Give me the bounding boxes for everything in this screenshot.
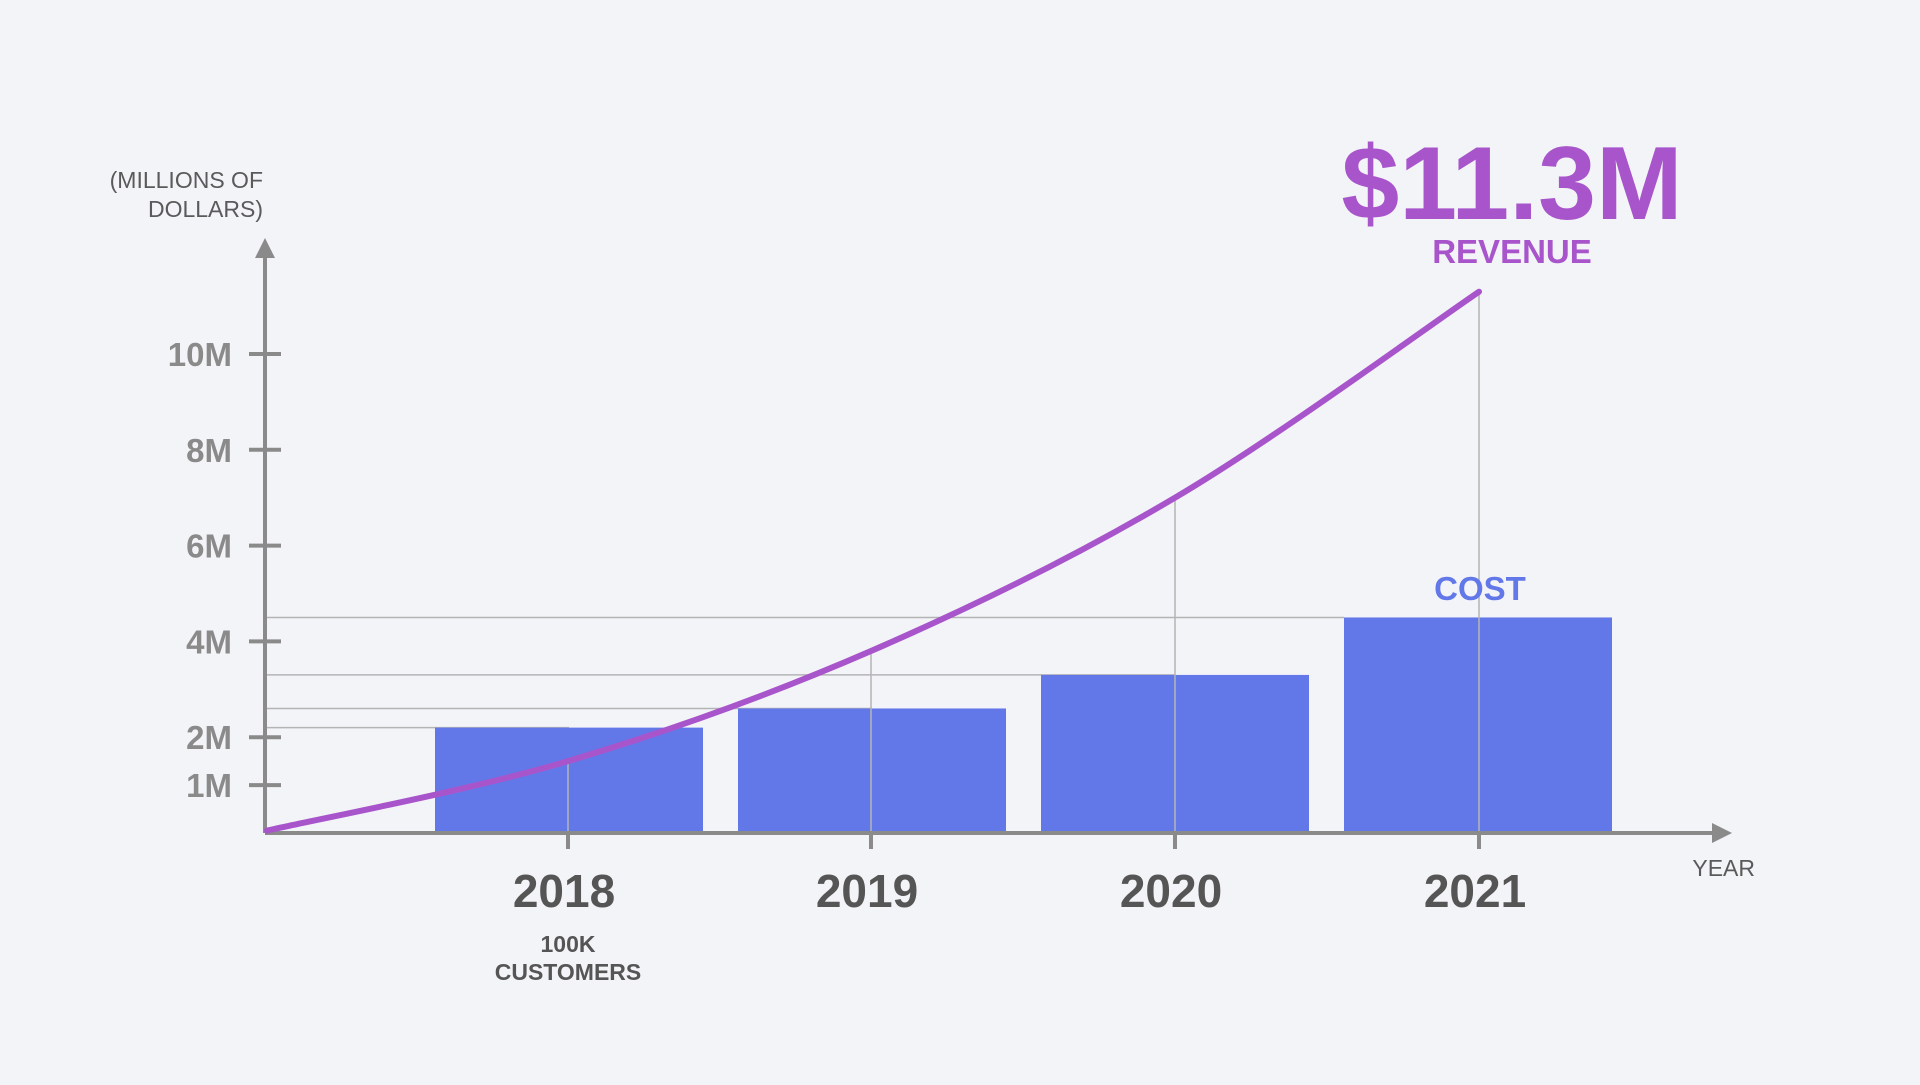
revenue-curve-group xyxy=(264,288,1482,834)
y-tick-label-4M: 4M xyxy=(186,623,232,660)
x-tick-label-2020: 2020 xyxy=(1120,865,1222,917)
x-axis-ticks: 2018 2019 2020 2021 xyxy=(513,833,1526,917)
first-year-note-line-1: 100K xyxy=(541,931,596,957)
y-tick-label-1M: 1M xyxy=(186,767,232,804)
x-tick-label-2021: 2021 xyxy=(1424,865,1526,917)
y-tick-label-6M: 6M xyxy=(186,528,232,565)
year-guide-lines xyxy=(567,291,1480,847)
y-axis-title-line-1: (MILLIONS OF xyxy=(110,167,263,193)
y-axis-arrow xyxy=(255,238,275,258)
guide-lines xyxy=(265,616,1344,729)
x-axis-arrow xyxy=(1712,823,1732,843)
revenue-headline-value: $11.3M xyxy=(1341,126,1682,242)
cost-bar-2021 xyxy=(1344,617,1612,833)
cost-bar-2018 xyxy=(435,727,703,833)
revenue-curve xyxy=(264,288,1482,834)
cost-bar-2019 xyxy=(738,708,1006,833)
first-year-note-line-2: CUSTOMERS xyxy=(495,959,642,985)
y-axis-ticks: 1M 2M 4M 6M 8M 10M xyxy=(168,336,281,804)
y-tick-label-10M: 10M xyxy=(168,336,232,373)
cost-series-label: COST xyxy=(1434,570,1526,607)
x-tick-label-2018: 2018 xyxy=(513,865,615,917)
x-axis-title: YEAR xyxy=(1692,855,1755,881)
x-tick-label-2019: 2019 xyxy=(816,865,918,917)
revenue-headline-label: REVENUE xyxy=(1432,233,1592,270)
y-axis-title-line-2: DOLLARS) xyxy=(148,196,263,222)
y-tick-label-2M: 2M xyxy=(186,719,232,756)
cost-bars xyxy=(435,617,1612,833)
y-tick-label-8M: 8M xyxy=(186,432,232,469)
